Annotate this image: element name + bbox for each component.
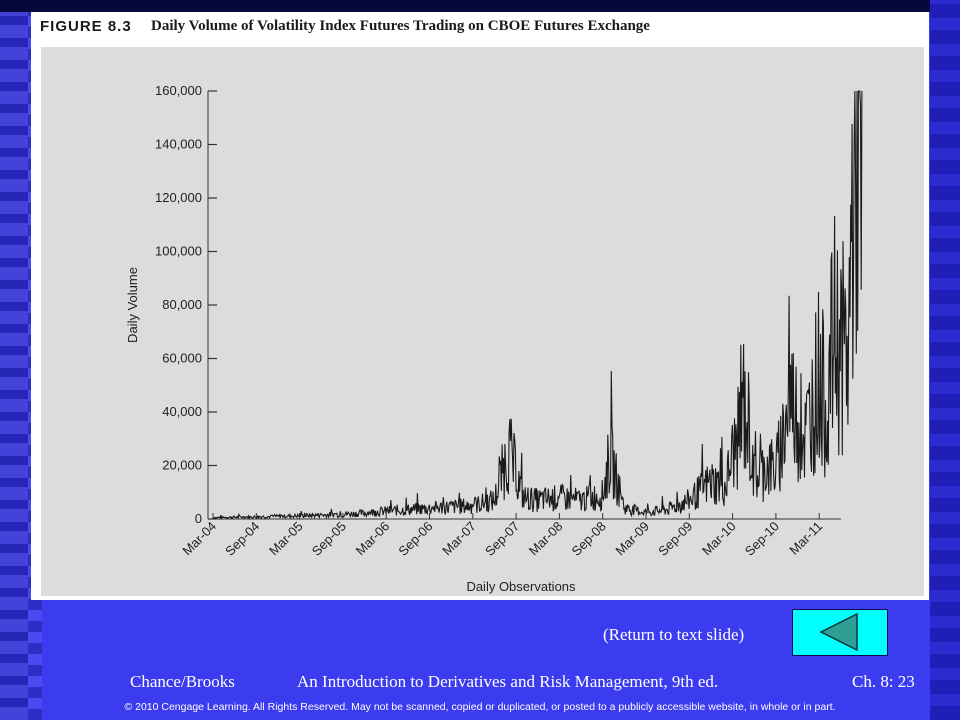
x-tick-label: Mar-09 <box>612 519 652 559</box>
x-axis-label: Daily Observations <box>466 579 576 594</box>
x-tick-label: Sep-08 <box>569 519 609 559</box>
return-to-text-link[interactable]: (Return to text slide) <box>603 625 745 644</box>
footer-book-title: An Introduction to Derivatives and Risk … <box>297 672 719 691</box>
left-decorative-strip <box>0 0 28 720</box>
right-decorative-strip <box>930 0 960 720</box>
x-tick-label: Sep-07 <box>482 519 522 559</box>
volume-series-line <box>212 90 863 520</box>
back-triangle-icon <box>819 612 858 652</box>
x-tick-label: Mar-11 <box>786 519 825 558</box>
y-tick-label: 80,000 <box>162 297 202 312</box>
y-tick-label: 100,000 <box>155 244 202 259</box>
figure-panel: FIGURE 8.3 Daily Volume of Volatility In… <box>31 12 929 600</box>
x-tick-label: Mar-08 <box>526 519 566 559</box>
y-tick-label: 120,000 <box>155 190 202 205</box>
x-tick-label: Mar-10 <box>699 519 739 559</box>
x-tick-label: Sep-05 <box>309 519 349 559</box>
x-axis-ticks: Mar-04 Sep-04 Mar-05 Sep-05 Mar-06 Sep-06 Mar-… <box>179 513 825 559</box>
x-tick-label: Sep-09 <box>655 519 695 559</box>
figure-header: FIGURE 8.3 Daily Volume of Volatility In… <box>31 12 929 46</box>
footer-chapter: Ch. 8: 23 <box>852 672 915 691</box>
x-tick-label: Sep-06 <box>395 519 435 559</box>
x-tick-label: Mar-07 <box>439 519 479 559</box>
x-tick-label: Mar-05 <box>266 519 306 559</box>
return-button[interactable] <box>792 609 888 656</box>
footer-authors: Chance/Brooks <box>130 672 235 691</box>
figure-title: Daily Volume of Volatility Index Futures… <box>151 18 650 34</box>
x-tick-label: Mar-06 <box>353 519 393 559</box>
y-tick-label: 60,000 <box>162 351 202 366</box>
top-bar <box>0 0 960 12</box>
y-tick-label: 20,000 <box>162 458 202 473</box>
y-axis-label: Daily Volume <box>125 267 140 343</box>
x-tick-label: Sep-10 <box>742 519 782 559</box>
x-tick-label: Sep-04 <box>222 519 262 559</box>
copyright-notice: © 2010 Cengage Learning. All Rights Rese… <box>124 701 836 713</box>
y-tick-label: 140,000 <box>155 137 202 152</box>
volume-chart: 0 20,000 40,000 60,000 80,000 100,000 120,000 1… <box>125 83 863 594</box>
y-axis-ticks: 0 20,000 40,000 60,000 80,000 100,000 120,000 1… <box>155 83 217 526</box>
y-tick-label: 160,000 <box>155 83 202 98</box>
figure-number: FIGURE 8.3 <box>40 18 132 35</box>
y-tick-label: 40,000 <box>162 404 202 419</box>
chart-area: 0 20,000 40,000 60,000 80,000 100,000 120,000 1… <box>41 47 924 596</box>
y-tick-label: 0 <box>195 511 202 526</box>
